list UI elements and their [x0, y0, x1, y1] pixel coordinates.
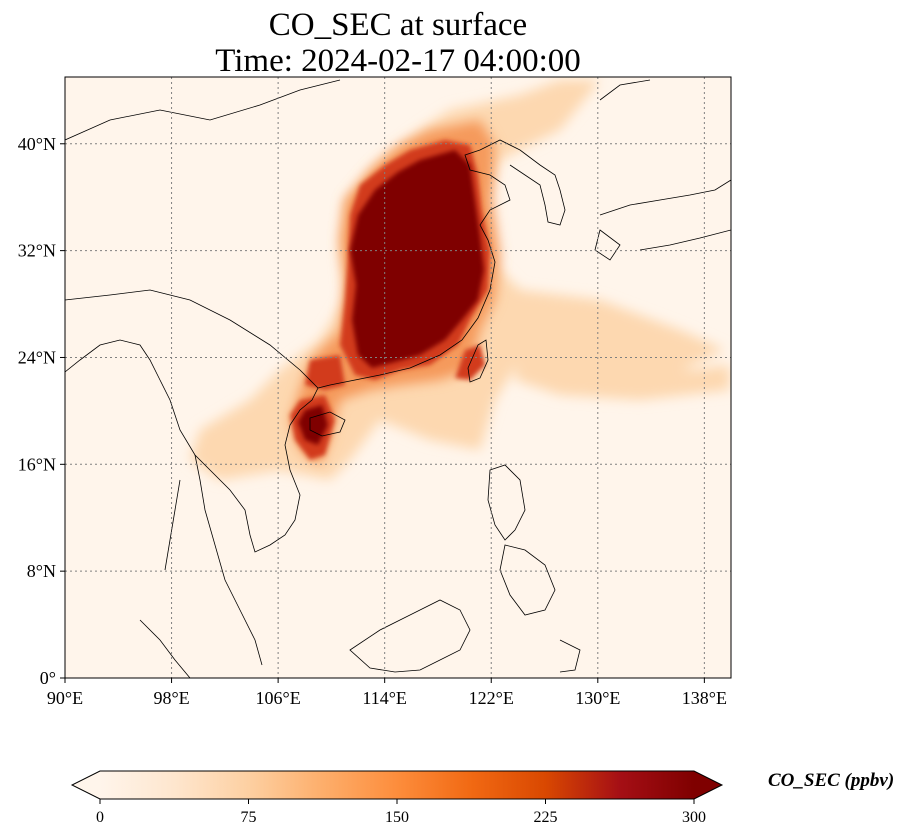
- colorbar-tick-label-1: 75: [241, 809, 257, 826]
- colorbar-tick-label-0: 0: [96, 809, 104, 826]
- lon-tick-label-5: 130°E: [575, 688, 620, 708]
- colorbar-extend-max: [694, 771, 722, 799]
- colorbar: 0 75 150 225 300: [70, 770, 724, 826]
- colorbar-tick-label-3: 225: [534, 809, 558, 826]
- lon-tick-label-2: 106°E: [256, 688, 301, 708]
- lon-tick-label-6: 138°E: [682, 688, 727, 708]
- map-title-line1: CO_SEC at surface: [268, 7, 528, 43]
- lat-tick-label-5: 40°N: [18, 134, 56, 154]
- lon-tick-label-0: 90°E: [47, 688, 83, 708]
- lat-tick-label-3: 24°N: [18, 347, 56, 367]
- lat-tick-label-4: 32°N: [18, 241, 56, 261]
- latitude-tick-labels: 0° 8°N 16°N 24°N 32°N 40°N: [18, 134, 65, 688]
- lat-tick-label-1: 8°N: [27, 561, 56, 581]
- colorbar-tick-label-4: 300: [682, 809, 706, 826]
- lat-tick-label-2: 16°N: [18, 454, 56, 474]
- colorbar-label: CO_SEC (ppbv): [768, 770, 895, 791]
- map-title-line2: Time: 2024-02-17 04:00:00: [215, 43, 581, 79]
- lon-tick-label-3: 114°E: [362, 688, 407, 708]
- lon-tick-label-1: 98°E: [153, 688, 189, 708]
- lon-tick-label-4: 122°E: [469, 688, 514, 708]
- map-plot-area: [65, 77, 731, 678]
- coastlines: [65, 79, 731, 678]
- longitude-tick-labels: 90°E 98°E 106°E 114°E 122°E 130°E 138°E: [47, 678, 727, 708]
- colorbar-extend-min: [72, 771, 100, 799]
- colorbar-tick-labels: 0 75 150 225 300: [96, 799, 706, 826]
- colorbar-bar: [100, 771, 694, 799]
- graticule: [65, 77, 731, 678]
- lat-tick-label-0: 0°: [40, 668, 56, 688]
- map-frame: [64, 76, 732, 679]
- colorbar-tick-label-2: 150: [385, 809, 409, 826]
